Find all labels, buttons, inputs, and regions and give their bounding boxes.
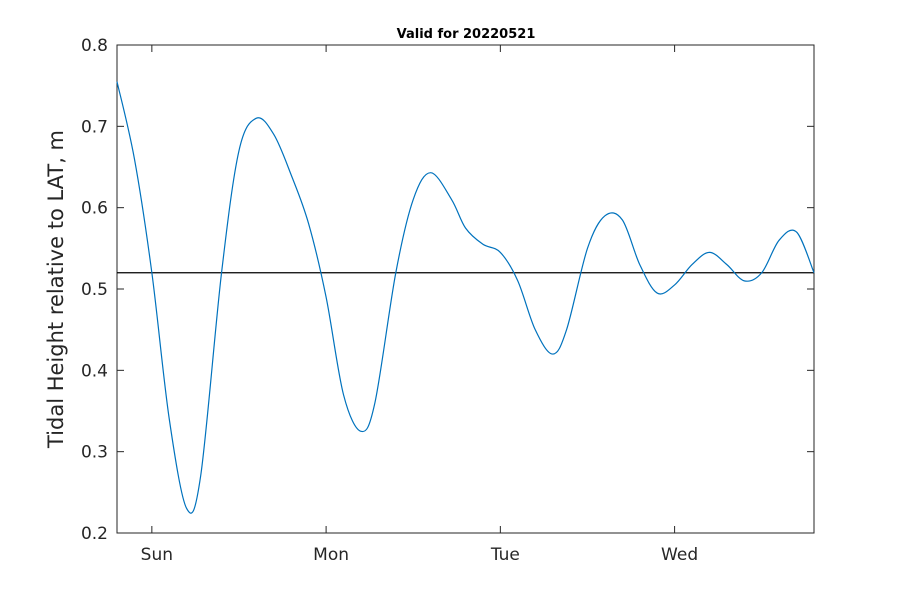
y-axis-ticks: 0.2 0.3 0.4 0.5 0.6 0.7 0.8 bbox=[81, 36, 814, 544]
y-tick-label: 0.7 bbox=[81, 117, 108, 137]
y-tick-label: 0.2 bbox=[81, 524, 108, 544]
plot-area bbox=[116, 44, 815, 534]
y-tick-label: 0.3 bbox=[81, 443, 108, 463]
tide-height-series-line bbox=[116, 81, 815, 514]
y-tick-label: 0.8 bbox=[81, 36, 108, 56]
y-tick-label: 0.4 bbox=[81, 361, 108, 381]
y-tick-label: 0.6 bbox=[81, 199, 108, 219]
x-tick-label: Mon bbox=[313, 545, 349, 565]
y-axis-label: Tidal Height relative to LAT, m bbox=[44, 130, 68, 449]
y-tick-label: 0.5 bbox=[81, 280, 108, 300]
x-tick-label: Sun bbox=[141, 545, 173, 565]
chart-title: Valid for 20220521 bbox=[397, 27, 536, 42]
x-tick-label: Tue bbox=[490, 545, 520, 565]
x-tick-label: Wed bbox=[661, 545, 698, 565]
x-axis-ticks: Sun Mon Tue Wed bbox=[141, 45, 698, 565]
